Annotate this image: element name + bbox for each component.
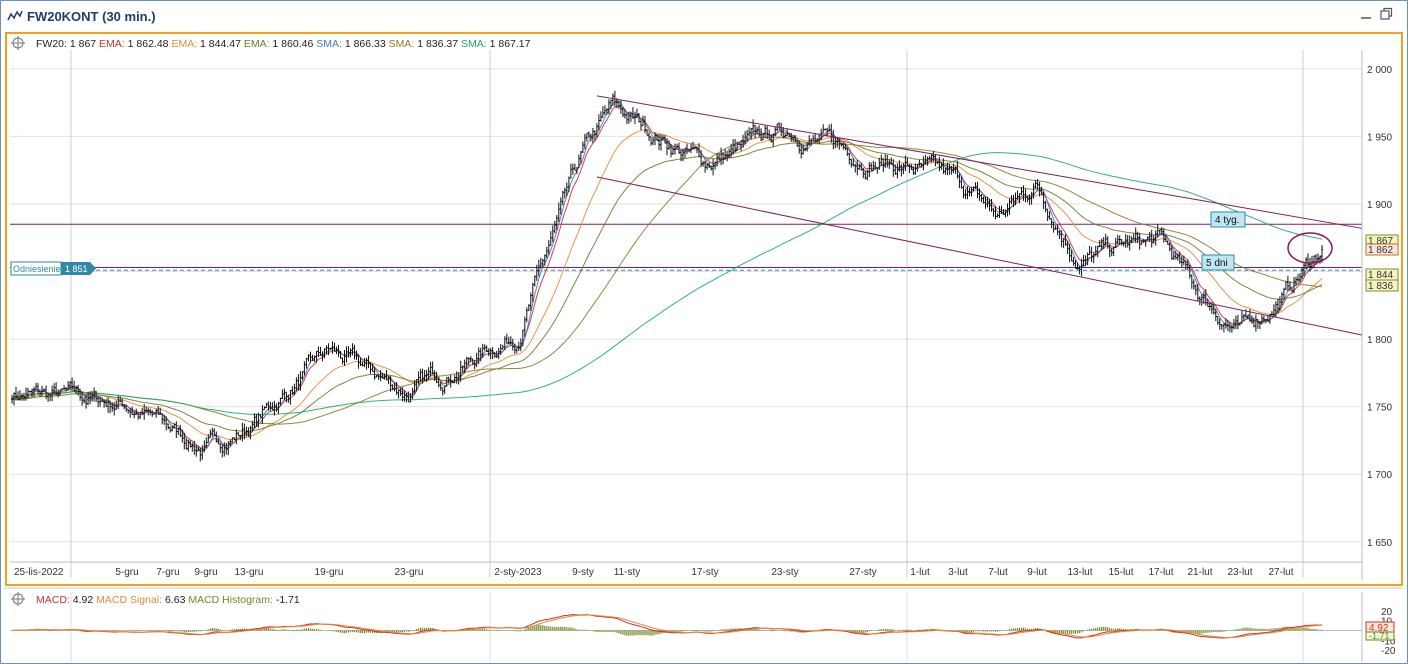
x-tick-label: 17-sty	[691, 567, 718, 578]
y-tick-label: 1 700	[1367, 470, 1392, 481]
maximize-icon[interactable]	[1379, 7, 1393, 21]
channel-upper-line	[596, 95, 1363, 229]
y-tick-label: 1 650	[1367, 538, 1392, 549]
x-tick-label: 23-gru	[395, 567, 424, 578]
price-tag-text: 1 867	[1368, 236, 1393, 247]
annotation-5-days[interactable]: 5 dni	[1201, 254, 1235, 271]
price-bar	[11, 90, 1323, 462]
price-tag-box	[1365, 279, 1399, 292]
moving-average-line	[11, 129, 1323, 440]
window-title: FW20KONT (30 min.)	[27, 9, 156, 24]
macd-legend-text: MACD: 4.92 MACD Signal: 6.63 MACD Histog…	[36, 594, 300, 606]
x-tick-label: 25-lis-2022	[14, 567, 64, 578]
moving-average-line	[11, 152, 1323, 416]
x-tick-label: 2-sty-2023	[494, 567, 542, 578]
macd-tag-text: 4.92	[1369, 623, 1389, 634]
price-tag-text: 1 844	[1368, 270, 1393, 281]
macd-hist-tag-text: -1.71	[1369, 631, 1390, 641]
x-tick-label: 3-lut	[948, 567, 968, 578]
highlight-ellipse[interactable]	[1287, 232, 1333, 264]
moving-average-line	[11, 140, 1323, 432]
annotation-4-weeks-text: 4 tyg.	[1215, 215, 1239, 226]
x-tick-label: 19-gru	[315, 567, 344, 578]
macd-y-tick-label: -10	[1381, 636, 1396, 647]
macd-hist-tag-box	[1365, 631, 1395, 641]
crosshair-settings-icon[interactable]	[11, 592, 25, 606]
macd-y-tick-label: 20	[1381, 607, 1393, 618]
crosshair-settings-icon[interactable]	[11, 36, 25, 50]
reference-label-value: 1 851	[65, 264, 88, 274]
reference-label: Odniesienie 1 851	[10, 261, 96, 276]
annotation-4-weeks[interactable]: 4 tyg.	[1210, 211, 1246, 228]
moving-average-line	[11, 105, 1323, 449]
x-tick-label: 9-gru	[194, 567, 217, 578]
x-tick-label: 23-sty	[771, 567, 798, 578]
x-tick-label: 5-gru	[115, 567, 138, 578]
title-bar: FW20KONT (30 min.)	[1, 1, 1407, 31]
y-tick-label: 1 800	[1367, 335, 1392, 346]
x-tick-label: 21-lut	[1187, 567, 1212, 578]
y-tick-label: 1 750	[1367, 403, 1392, 414]
x-tick-label: 1-lut	[910, 567, 930, 578]
chart-line-icon	[7, 10, 23, 21]
x-tick-label: 9-lut	[1027, 567, 1047, 578]
trend-channel	[596, 95, 1363, 336]
moving-average-line	[11, 136, 1323, 425]
legend-text: FW20: 1 867 EMA: 1 862.48 EMA: 1 844.47 …	[36, 38, 531, 50]
x-tick-label: 27-lut	[1268, 567, 1293, 578]
price-tag-text: 1 836	[1368, 281, 1393, 292]
grid	[10, 50, 1362, 578]
x-tick-label: 27-sty	[849, 567, 876, 578]
x-tick-label: 9-sty	[572, 567, 594, 578]
y-tick-label: 1 950	[1367, 132, 1392, 143]
macd-signal-line	[12, 614, 1323, 639]
price-tag-text: 1 862	[1368, 245, 1393, 256]
annotation-5-days-text: 5 dni	[1206, 258, 1228, 269]
macd-panel: 2010-10-204.92-1.71	[4, 587, 1402, 662]
x-tick-label: 7-gru	[156, 567, 179, 578]
macd-legend-row: MACD: 4.92 MACD Signal: 6.63 MACD Histog…	[11, 592, 300, 606]
legend-row: FW20: 1 867 EMA: 1 862.48 EMA: 1 844.47 …	[11, 36, 531, 50]
x-tick-label: 15-lut	[1108, 567, 1133, 578]
x-tick-label: 7-lut	[988, 567, 1008, 578]
y-tick-label: 2 000	[1367, 65, 1392, 76]
horizontal-levels	[10, 223, 1362, 271]
price-panel-frame	[5, 32, 1403, 586]
x-tick-label: 11-sty	[614, 567, 641, 578]
x-tick-label: 13-gru	[235, 567, 264, 578]
channel-lower-line	[596, 176, 1363, 336]
x-tick-label: 17-lut	[1148, 567, 1173, 578]
y-tick-label: 1 900	[1367, 200, 1392, 211]
price-tag-box	[1365, 243, 1399, 256]
macd-y-tick-label: -20	[1381, 646, 1396, 657]
x-tick-label: 23-lut	[1227, 567, 1252, 578]
price-bars	[11, 90, 1323, 462]
x-tick-label: 13-lut	[1067, 567, 1092, 578]
minimize-icon[interactable]	[1359, 7, 1373, 21]
reference-label-text: Odniesienie	[13, 264, 61, 274]
